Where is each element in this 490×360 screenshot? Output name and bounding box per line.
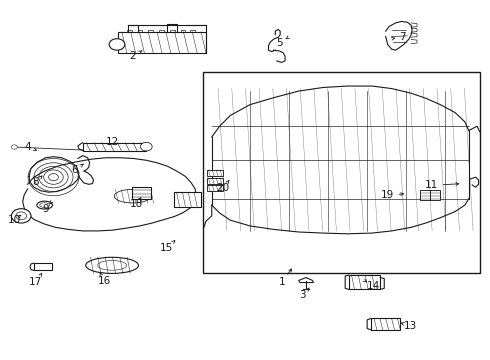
Text: 12: 12 [105, 138, 119, 147]
Bar [203, 72, 480, 273]
Bar [430, 190, 441, 200]
Text: 14: 14 [367, 281, 380, 291]
Circle shape [11, 145, 17, 149]
Ellipse shape [37, 201, 52, 209]
Text: 15: 15 [160, 243, 173, 253]
Bar [348, 275, 380, 289]
Text: 9: 9 [42, 204, 49, 215]
Text: 1: 1 [278, 277, 285, 287]
Text: 19: 19 [381, 190, 394, 200]
Text: 11: 11 [425, 180, 438, 190]
Text: 16: 16 [98, 276, 111, 286]
Text: 8: 8 [32, 177, 39, 187]
Bar [207, 170, 222, 176]
Text: 10: 10 [8, 215, 21, 225]
Bar [132, 187, 151, 199]
Text: 3: 3 [299, 291, 306, 301]
Text: 6: 6 [72, 165, 78, 175]
Bar [34, 263, 52, 270]
Text: 18: 18 [130, 199, 143, 210]
Bar [207, 185, 222, 192]
Text: 20: 20 [217, 183, 230, 193]
Bar [83, 143, 147, 150]
Bar [371, 319, 400, 330]
Circle shape [109, 39, 125, 50]
Circle shape [141, 142, 152, 151]
Text: 13: 13 [404, 321, 417, 331]
Text: 2: 2 [129, 51, 136, 61]
Ellipse shape [86, 257, 139, 273]
Text: 17: 17 [29, 277, 43, 287]
Circle shape [11, 209, 31, 223]
Text: 7: 7 [399, 32, 406, 41]
Text: 4: 4 [24, 142, 31, 152]
Bar [207, 178, 222, 184]
Bar [118, 32, 206, 53]
Bar [174, 192, 201, 207]
Text: 5: 5 [276, 38, 283, 48]
Bar [420, 190, 431, 200]
